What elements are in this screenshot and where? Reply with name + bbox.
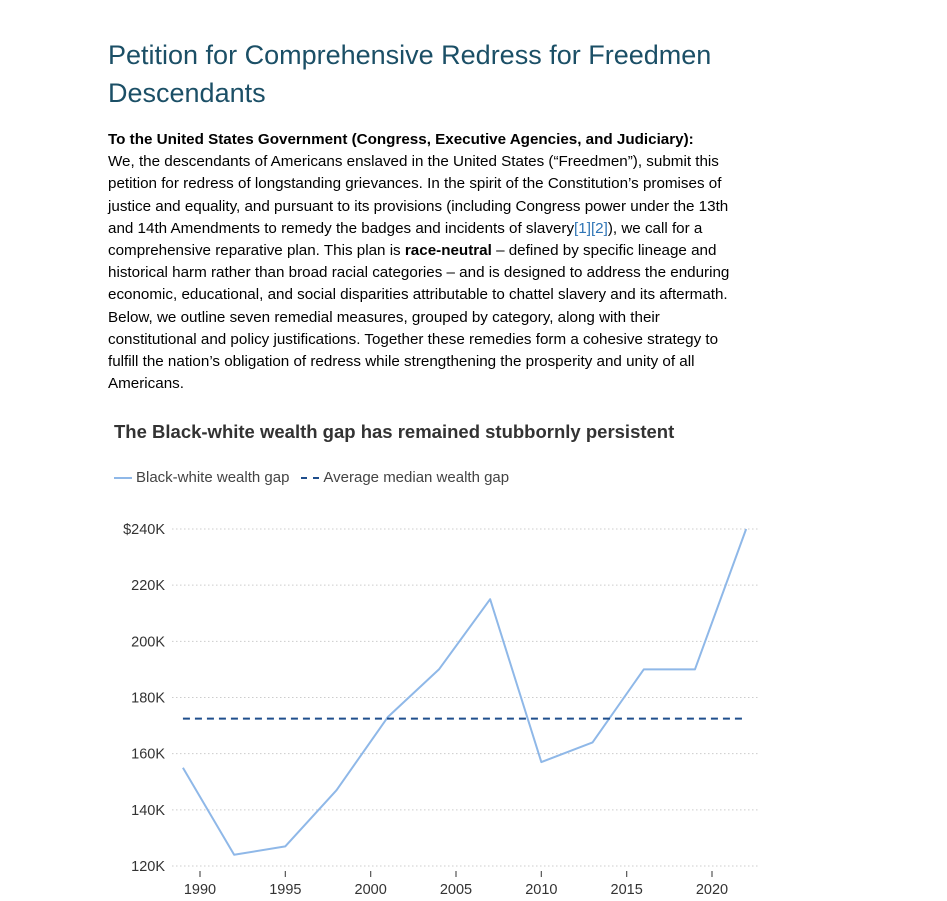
document-title: Petition for Comprehensive Redress for F… [108, 40, 712, 108]
chart-legend: Black-white wealth gap Average median we… [114, 469, 521, 486]
x-tick-label: 2010 [525, 882, 557, 898]
body-line: economic, educational, and social dispar… [108, 286, 728, 304]
addressee: To the United States Government (Congres… [108, 131, 694, 148]
body-line: Below, we outline seven remedial measure… [108, 308, 660, 326]
y-tick-label: 220K [131, 578, 165, 594]
x-tick-label: 2005 [440, 882, 472, 898]
body-line: and 14th Amendments to remedy the badges… [108, 219, 703, 237]
x-tick-label: 2000 [355, 882, 387, 898]
body-line: fulfill the nation’s obligation of redre… [108, 353, 695, 371]
x-tick-label: 1995 [269, 882, 301, 898]
petition-body: To the United States Government (Congres… [108, 129, 838, 395]
body-line: historical harm rather than broad racial… [108, 264, 730, 282]
body-line: comprehensive reparative plan. This plan… [108, 242, 717, 260]
body-line: petition for redress of longstanding gri… [108, 175, 722, 193]
x-tick-label: 1990 [184, 882, 216, 898]
body-line: Americans. [108, 375, 184, 393]
body-line: We, the descendants of Americans enslave… [108, 153, 719, 171]
body-line: constitutional and policy justifications… [108, 330, 719, 348]
footnote-link-2[interactable]: [2] [590, 219, 608, 237]
chart-title: The Black-white wealth gap has remained … [114, 421, 675, 442]
legend-swatch-dashed [301, 476, 320, 479]
footnote-link-1[interactable]: [1] [574, 219, 591, 237]
wealth-gap-line [182, 528, 748, 856]
y-tick-label: 140K [131, 803, 165, 819]
y-tick-label: 200K [131, 634, 165, 650]
y-tick-label: 160K [131, 747, 165, 763]
y-tick-label: 180K [131, 691, 165, 707]
y-tick-label: 120K [131, 859, 165, 875]
x-tick-label: 2015 [611, 882, 643, 898]
x-tick-label: 2020 [696, 882, 728, 898]
legend-item-gap: Black-white wealth gap [114, 469, 289, 486]
y-tick-label: $240K [123, 522, 165, 538]
body-line: justice and equality, and pursuant to it… [108, 197, 729, 215]
legend-swatch-solid [114, 476, 132, 479]
race-neutral-emphasis: race-neutral [404, 242, 492, 260]
legend-item-average: Average median wealth gap [301, 469, 509, 486]
